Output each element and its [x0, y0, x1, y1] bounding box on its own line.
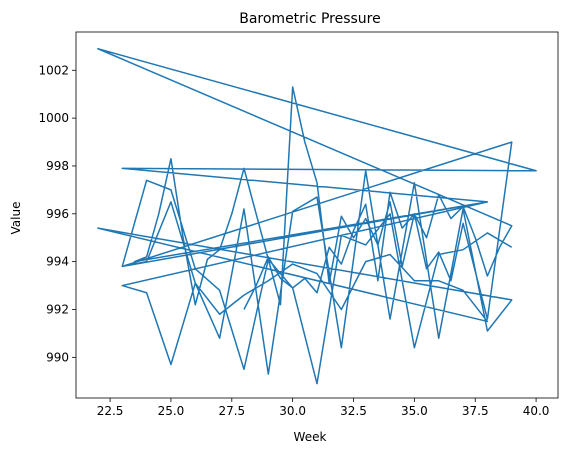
series-layer: [97, 48, 537, 385]
x-tick-label: 27.5: [218, 404, 245, 418]
y-tick-label: 994: [46, 255, 69, 269]
x-axis-title: Week: [294, 430, 327, 444]
x-tick-label: 37.5: [462, 404, 489, 418]
y-tick-label: 990: [46, 350, 69, 364]
y-tick-label: 998: [46, 159, 69, 173]
x-tick-label: 40.0: [523, 404, 550, 418]
x-tick-label: 30.0: [279, 404, 306, 418]
x-tick-label: 32.5: [340, 404, 367, 418]
y-tick-label: 996: [46, 207, 69, 221]
x-axis: 22.5 25.0 27.5 30.0 32.5 35.0 37.5 40.0: [97, 398, 550, 418]
x-tick-label: 35.0: [401, 404, 428, 418]
y-tick-label: 992: [46, 302, 69, 316]
y-axis: 990 992 994 996 998 1000 1002: [38, 63, 76, 364]
y-tick-label: 1000: [38, 111, 69, 125]
y-axis-title: Value: [9, 202, 23, 235]
x-tick-label: 22.5: [97, 404, 124, 418]
chart-title: Barometric Pressure: [239, 11, 381, 27]
plot-frame: [75, 31, 559, 399]
series-line-0: [97, 48, 537, 385]
y-tick-label: 1002: [38, 63, 69, 77]
plot-area: [75, 31, 559, 399]
x-tick-label: 25.0: [158, 404, 185, 418]
